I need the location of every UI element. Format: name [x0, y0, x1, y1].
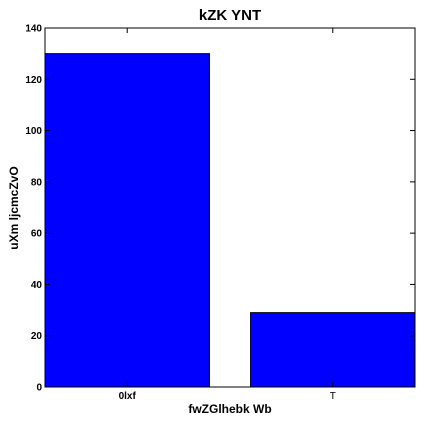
y-tick-label-7: 140 — [25, 24, 42, 35]
y-tick-label-2: 40 — [31, 280, 43, 291]
y-tick-label-6: 120 — [25, 75, 42, 86]
y-axis-label: uXm ljcmcZvO — [7, 166, 21, 249]
bar-0 — [44, 53, 210, 388]
chart-title: kZK YNT — [199, 7, 261, 24]
plot-area: 0 20 40 60 80 100 120 140 0lxf T — [25, 24, 416, 402]
x-tick-label-1: T — [330, 391, 336, 402]
x-axis-label: fwZGlhebk Wb — [188, 402, 271, 416]
y-tick-label-1: 20 — [31, 331, 43, 342]
y-tick-label-4: 80 — [31, 177, 43, 188]
x-tick-label-0: 0lxf — [119, 391, 137, 402]
y-tick-label-5: 100 — [25, 126, 42, 137]
y-tick-label-0: 0 — [36, 383, 42, 394]
y-tick-label-3: 60 — [31, 229, 43, 240]
plot-frame — [44, 27, 416, 388]
bar-1 — [250, 312, 416, 388]
